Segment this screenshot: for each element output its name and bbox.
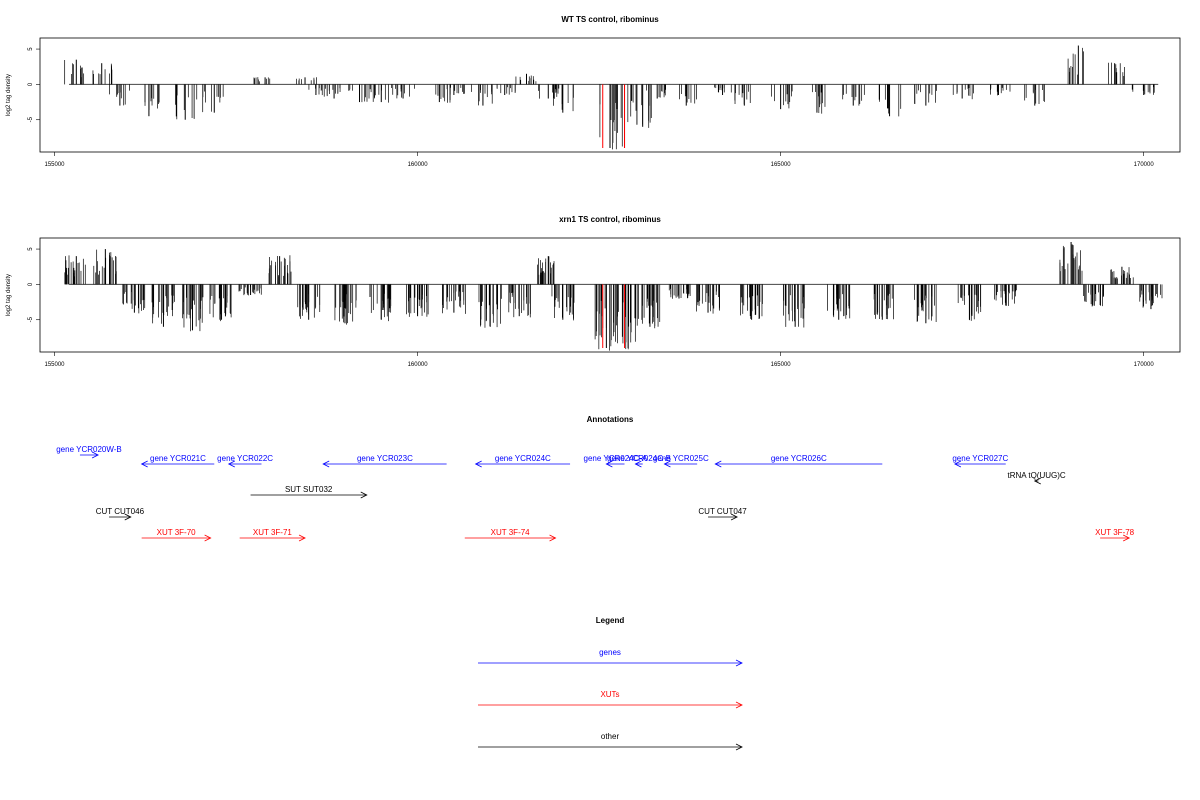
x-tick-label: 170000 [1134, 362, 1155, 368]
y-axis-label: log2 tag density [6, 274, 12, 316]
arrow-head [124, 513, 132, 521]
arrow-head [140, 460, 148, 468]
arrow-head [91, 451, 99, 459]
arrow-head [954, 460, 962, 468]
arrow-head [634, 460, 642, 468]
x-tick-label: 160000 [408, 362, 429, 368]
x-tick-label: 155000 [45, 162, 66, 168]
legend-title: Legend [596, 616, 625, 625]
y-axis-label: log2 tag density [6, 74, 12, 116]
feature-label: gene YCR024C-B [607, 454, 671, 463]
y-tick-label: -5 [28, 316, 34, 322]
y-tick-label: 0 [28, 82, 34, 86]
y-tick-label: 5 [28, 247, 34, 251]
plot-frame [39, 37, 1181, 153]
arrow-head [298, 534, 306, 542]
arrow-head [605, 460, 613, 468]
feature-label: gene YCR022C [217, 454, 273, 463]
x-tick-label: 170000 [1134, 162, 1155, 168]
arrow-head [227, 460, 235, 468]
arrow-head [1122, 534, 1131, 542]
feature-label: tRNA tQ(UUG)C [1007, 471, 1065, 480]
legend-item-label: genes [599, 648, 621, 657]
y-tick-label: 0 [28, 282, 34, 286]
plot-frame [39, 237, 1181, 353]
feature-label: XUT 3F-74 [491, 528, 531, 537]
feature-label: gene YCR021C [150, 454, 206, 463]
y-tick-label: 5 [28, 47, 34, 51]
feature-label: XUT 3F-78 [1095, 528, 1135, 537]
feature-label: XUT 3F-71 [253, 528, 293, 537]
annotations-title: Annotations [587, 415, 634, 424]
arrow-head [549, 534, 557, 542]
arrow-head [663, 460, 671, 468]
arrow-head [714, 460, 722, 468]
chart-title: WT TS control, ribominus [561, 15, 659, 24]
x-tick-label: 160000 [408, 162, 429, 168]
feature-label: gene YCR024C-A [584, 454, 649, 463]
arrow-head [360, 491, 368, 499]
x-tick-label: 165000 [771, 162, 792, 168]
feature-label: CUT CUT046 [96, 507, 145, 516]
legend-arrow-head [735, 743, 743, 751]
x-tick-label: 155000 [45, 362, 66, 368]
feature-label: gene YCR020W-B [56, 445, 122, 454]
legend-arrow-head [735, 659, 743, 667]
arrow-head [322, 460, 330, 468]
chart-title: xrn1 TS control, ribominus [559, 215, 661, 224]
y-tick-label: -5 [28, 116, 34, 122]
feature-label: gene YCR025C [653, 454, 709, 463]
feature-label: gene YCR027C [952, 454, 1008, 463]
feature-label: gene YCR024C [495, 454, 551, 463]
x-tick-label: 165000 [771, 362, 792, 368]
feature-label: CUT CUT047 [698, 507, 747, 516]
arrow-head [730, 513, 738, 521]
feature-label: gene YCR023C [357, 454, 413, 463]
arrow-head [474, 460, 482, 468]
legend-item-label: other [601, 732, 620, 741]
arrow-head [204, 534, 212, 542]
arrow-head [1033, 477, 1041, 485]
legend-item-label: XUTs [600, 690, 619, 699]
feature-label: gene YCR026C [771, 454, 827, 463]
legend-arrow-head [735, 701, 743, 709]
feature-label: XUT 3F-70 [157, 528, 197, 537]
feature-label: SUT SUT032 [285, 485, 333, 494]
